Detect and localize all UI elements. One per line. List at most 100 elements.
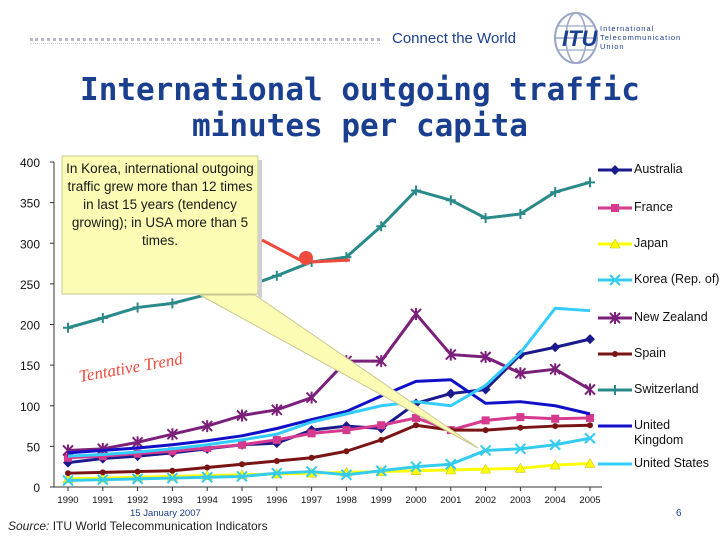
data-point — [479, 351, 492, 363]
x-tick-label: 1999 — [371, 495, 392, 506]
data-point — [376, 221, 387, 232]
source-text: ITU World Telecommunication Indicators — [52, 519, 268, 533]
y-tick-label: 300 — [20, 237, 40, 251]
legend-swatch — [598, 351, 632, 357]
page-number: 6 — [676, 508, 682, 519]
series-line — [67, 337, 591, 465]
legend-swatch — [598, 204, 632, 212]
data-point — [410, 307, 422, 320]
data-point — [549, 459, 561, 470]
data-point — [168, 447, 177, 456]
data-point — [201, 471, 213, 483]
data-point — [307, 429, 316, 438]
x-tick-label: 2000 — [405, 495, 426, 506]
y-tick-label: 400 — [20, 156, 40, 170]
data-point — [445, 458, 457, 470]
data-point — [413, 422, 419, 429]
legend-label: Australia — [634, 162, 683, 176]
data-point — [236, 469, 248, 480]
data-point — [169, 467, 176, 474]
legend-marker — [611, 204, 619, 212]
series-united-kingdom — [67, 378, 591, 455]
series-line — [67, 461, 591, 481]
x-tick-label: 1994 — [197, 495, 218, 506]
data-point — [63, 322, 73, 333]
data-point — [64, 453, 72, 462]
data-point — [308, 454, 315, 461]
x-tick-label: 1991 — [92, 495, 113, 506]
callout-text: In Korea, international outgoing traffic… — [66, 161, 254, 248]
legend-swatch — [598, 238, 632, 249]
data-point — [236, 409, 248, 422]
legend-label: France — [634, 200, 673, 214]
data-point — [447, 427, 454, 434]
data-point — [306, 467, 318, 478]
series-new-zealand — [62, 307, 596, 457]
data-point — [134, 468, 141, 475]
series-line — [67, 306, 591, 458]
data-point — [340, 466, 352, 477]
data-point — [551, 414, 560, 423]
data-point — [306, 256, 317, 267]
legend-label: Japan — [634, 236, 669, 250]
data-point — [480, 463, 492, 474]
data-point — [306, 425, 317, 436]
data-point — [375, 466, 387, 476]
data-point — [410, 465, 422, 475]
y-tick-label: 150 — [20, 359, 40, 373]
series-line — [67, 312, 591, 452]
data-point — [98, 452, 107, 461]
trend-arrow-icon — [261, 238, 351, 265]
legend-label: New Zealand — [634, 310, 708, 324]
data-point — [517, 424, 524, 431]
legend-marker — [609, 274, 621, 286]
data-point — [237, 439, 247, 450]
data-point — [480, 213, 491, 224]
x-tick-label: 1993 — [162, 495, 183, 506]
data-point — [271, 403, 283, 416]
data-point — [549, 439, 561, 451]
data-point — [445, 388, 456, 399]
data-point — [378, 436, 385, 443]
data-point — [62, 474, 74, 487]
data-point — [237, 282, 247, 293]
data-point — [97, 472, 109, 483]
data-point — [132, 471, 144, 482]
x-tick-label: 2005 — [579, 495, 600, 506]
data-point — [340, 355, 353, 368]
data-point — [132, 451, 143, 462]
logo-text-line-2: Telecommunication — [600, 33, 681, 42]
legend-marker — [610, 385, 620, 395]
series-line — [67, 415, 591, 460]
data-point — [585, 334, 595, 345]
data-point — [445, 464, 457, 475]
data-point — [585, 177, 595, 188]
data-point — [552, 423, 559, 430]
data-point — [550, 342, 561, 353]
data-point — [271, 270, 282, 281]
data-point — [65, 470, 71, 477]
legend-marker — [612, 351, 618, 357]
data-point — [343, 448, 350, 455]
data-point — [445, 348, 457, 361]
data-point — [305, 391, 318, 404]
footer-date: 15 January 2007 — [130, 508, 201, 519]
data-point — [271, 467, 283, 479]
data-point — [99, 469, 106, 476]
data-point — [587, 422, 593, 429]
data-point — [515, 349, 526, 360]
data-point — [514, 443, 527, 455]
legend-marker — [610, 165, 620, 175]
legend-swatch — [598, 462, 632, 466]
slide-title: International outgoing traffic minutes p… — [80, 72, 640, 144]
data-point — [132, 302, 143, 313]
logo-mark: ITU — [562, 26, 599, 51]
trend-label: Tentative Trend — [77, 349, 184, 386]
data-point — [445, 195, 456, 206]
data-point — [202, 289, 213, 300]
data-point — [482, 427, 489, 434]
legend-swatch — [598, 165, 632, 175]
data-point — [412, 413, 420, 422]
series-spain — [65, 422, 593, 477]
legend-marker — [609, 238, 621, 249]
